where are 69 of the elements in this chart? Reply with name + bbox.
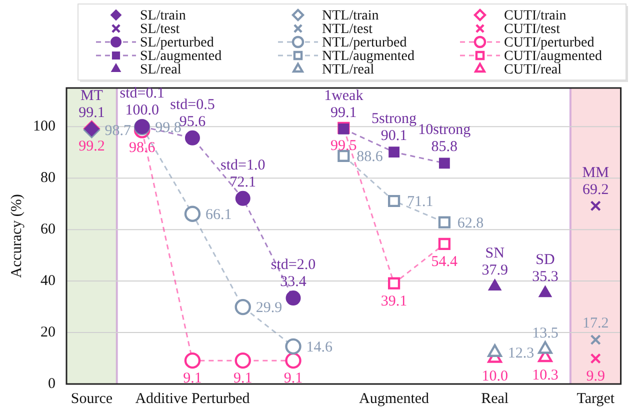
annotation: 10strong <box>418 122 472 138</box>
data-label: 37.9 <box>482 262 508 278</box>
annotation: MT <box>80 88 103 104</box>
data-label: 88.6 <box>356 148 384 165</box>
data-label: 99.5 <box>330 138 357 154</box>
annotation: 1weak <box>324 88 364 104</box>
data-label: 72.1 <box>230 174 256 190</box>
legend-label: CUTI/train <box>504 8 566 24</box>
data-label: 39.1 <box>380 293 408 310</box>
y-tick-label: 20 <box>40 324 56 340</box>
legend-label: SL/test <box>140 22 180 38</box>
data-label: 9.1 <box>284 370 303 387</box>
x-tick-label: Augmented <box>359 390 430 407</box>
data-label: 35.3 <box>532 269 558 286</box>
data-label: 62.8 <box>457 215 484 232</box>
data-label: 14.6 <box>306 339 334 356</box>
annotation: std=0.5 <box>170 96 215 113</box>
data-label: 54.4 <box>431 254 458 270</box>
data-label: 66.1 <box>205 206 232 223</box>
y-axis-title: Accuracy (%) <box>8 194 25 278</box>
y-tick-label: 40 <box>40 272 56 289</box>
legend-label: CUTI/augmented <box>504 49 602 64</box>
data-label: 85.8 <box>431 139 458 156</box>
data-label: 10.3 <box>532 367 558 384</box>
x-tick-label: Source <box>70 390 113 407</box>
y-tick-label: 60 <box>40 222 56 238</box>
annotation: 5strong <box>372 111 418 128</box>
x-tick-label: Target <box>576 390 616 407</box>
data-label: 99.1 <box>78 104 105 121</box>
data-label: 9.1 <box>183 370 202 387</box>
legend-label: CUTI/real <box>504 62 562 78</box>
legend-label: NTL/train <box>322 8 379 24</box>
annotation: std=2.0 <box>270 257 316 274</box>
data-label: 9.1 <box>233 370 252 387</box>
data-label: 9.9 <box>586 368 605 385</box>
x-tick-label: Additive Perturbed <box>135 390 250 407</box>
legend-label: NTL/perturbed <box>322 36 407 51</box>
y-tick-label: 80 <box>40 170 56 186</box>
annotation: std=1.0 <box>220 157 266 174</box>
data-label: 100.0 <box>125 102 159 119</box>
data-label: 17.2 <box>582 316 609 332</box>
annotation: SN <box>485 245 505 262</box>
data-label: 10.0 <box>482 368 508 384</box>
legend-label: NTL/test <box>322 22 373 38</box>
data-label: 13.5 <box>532 325 558 342</box>
legend-label: CUTI/test <box>504 22 560 38</box>
data-label: 99.8 <box>155 120 182 136</box>
data-label: 98.6 <box>128 140 156 156</box>
x-tick-label: Real <box>481 390 509 407</box>
data-label: 29.9 <box>256 300 282 316</box>
legend-label: SL/train <box>140 8 186 24</box>
data-label: 69.2 <box>582 182 609 198</box>
legend-label: CUTI/perturbed <box>504 36 594 51</box>
y-tick-label: 100 <box>33 118 56 135</box>
y-tick-label: 0 <box>48 376 56 392</box>
legend-label: NTL/real <box>322 62 374 78</box>
legend-label: SL/real <box>140 62 182 78</box>
annotation: SD <box>536 252 555 268</box>
data-label: 99.1 <box>330 104 357 121</box>
data-label: 71.1 <box>407 194 434 210</box>
data-label: 99.2 <box>78 138 105 155</box>
annotation: std=0.1 <box>120 86 164 102</box>
legend-label: NTL/augmented <box>322 49 415 64</box>
legend-label: SL/perturbed <box>140 36 214 51</box>
data-label: 12.3 <box>508 345 534 362</box>
data-label: 90.1 <box>380 128 408 144</box>
annotation: MM <box>582 164 609 181</box>
data-label: 33.4 <box>280 274 307 290</box>
legend-label: SL/augmented <box>140 49 222 64</box>
